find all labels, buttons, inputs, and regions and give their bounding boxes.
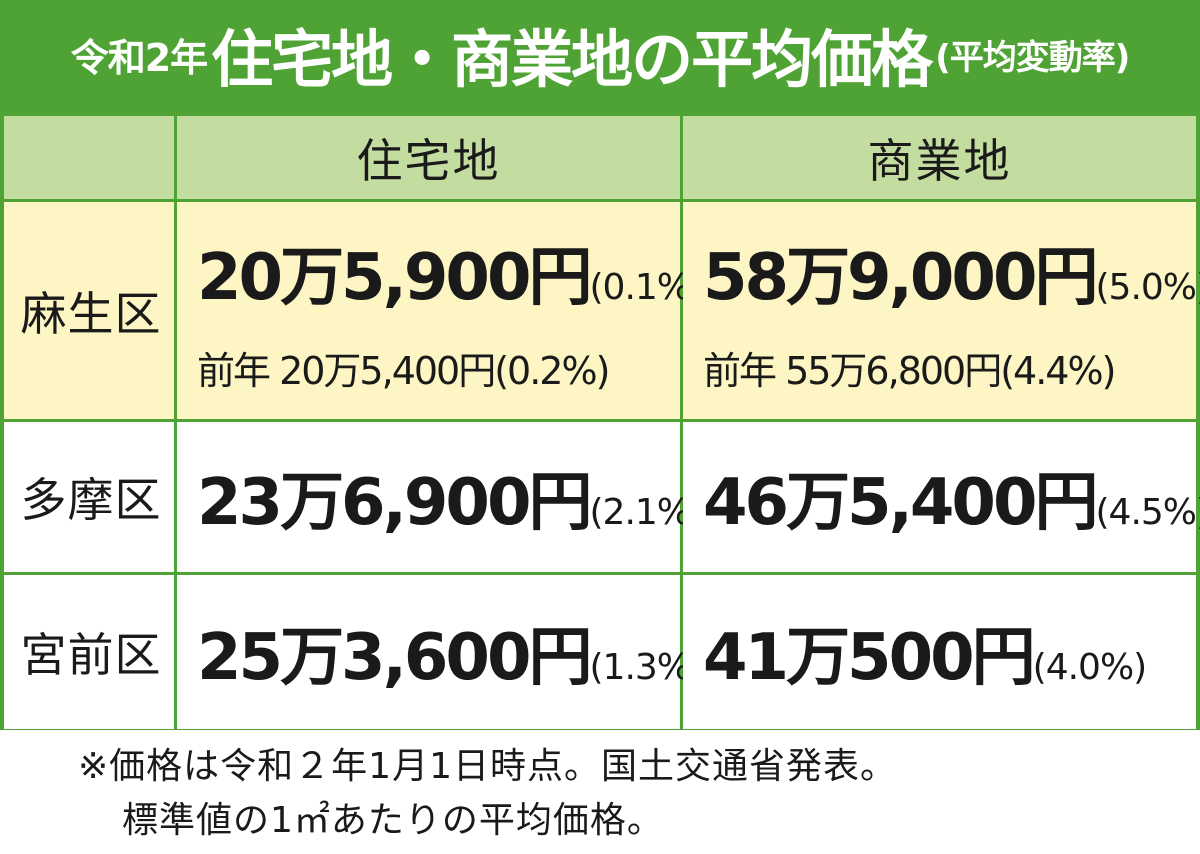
commercial-price: 46万5,400円	[703, 466, 1098, 540]
commercial-price-cell: 46万5,400円 (4.5%)	[683, 422, 1200, 575]
table-row-label: 多摩区	[4, 422, 177, 575]
table-row-label: 宮前区	[4, 575, 177, 729]
commercial-previous-year: 前年 55万6,800円(4.4%)	[703, 349, 1116, 393]
header-residential-label: 住宅地	[356, 133, 501, 188]
ward-name: 多摩区	[20, 473, 162, 527]
header-residential: 住宅地	[177, 116, 683, 202]
commercial-price-cell: 58万9,000円 (5.0%) 前年 55万6,800円(4.4%)	[683, 202, 1200, 422]
commercial-price: 58万9,000円	[703, 241, 1098, 315]
residential-previous-year: 前年 20万5,400円(0.2%)	[197, 349, 610, 393]
price-table: 住宅地 商業地 麻生区 20万5,900円 (0.1%) 前年 20万5,400…	[4, 116, 1200, 729]
footnote: ※価格は令和２年1月1日時点。国土交通省発表。 標準値の1㎡あたりの平均価格。	[78, 740, 897, 848]
commercial-rate: (4.5%)	[1095, 492, 1200, 533]
table-frame: 令和2年 住宅地・商業地の平均価格 (平均変動率) 住宅地 商業地 麻生区 20…	[0, 0, 1200, 730]
commercial-price: 41万500円	[703, 621, 1036, 695]
table-row-label: 麻生区	[4, 202, 177, 422]
page-title: 住宅地・商業地の平均価格	[211, 23, 933, 96]
residential-price-cell: 20万5,900円 (0.1%) 前年 20万5,400円(0.2%)	[177, 202, 704, 422]
commercial-rate: (5.0%)	[1095, 267, 1200, 308]
commercial-rate: (4.0%)	[1032, 647, 1148, 688]
footnote-line-2: 標準値の1㎡あたりの平均価格。	[122, 800, 664, 841]
title-suffix: (平均変動率)	[935, 37, 1130, 78]
title-bar: 令和2年 住宅地・商業地の平均価格 (平均変動率)	[0, 0, 1200, 108]
residential-price-cell: 23万6,900円 (2.1%)	[177, 422, 704, 575]
header-commercial: 商業地	[683, 116, 1196, 202]
ward-name: 宮前区	[20, 628, 162, 682]
title-prefix: 令和2年	[70, 35, 208, 80]
residential-price: 20万5,900円	[197, 241, 592, 315]
commercial-price-cell: 41万500円 (4.0%)	[683, 575, 1196, 729]
residential-price: 23万6,900円	[197, 466, 592, 540]
residential-price: 25万3,600円	[197, 621, 592, 695]
residential-price-cell: 25万3,600円 (1.3%)	[177, 575, 704, 729]
header-commercial-label: 商業地	[867, 133, 1012, 188]
header-corner	[4, 116, 177, 202]
footnote-line-1: ※価格は令和２年1月1日時点。国土交通省発表。	[78, 746, 897, 787]
ward-name: 麻生区	[20, 286, 162, 341]
